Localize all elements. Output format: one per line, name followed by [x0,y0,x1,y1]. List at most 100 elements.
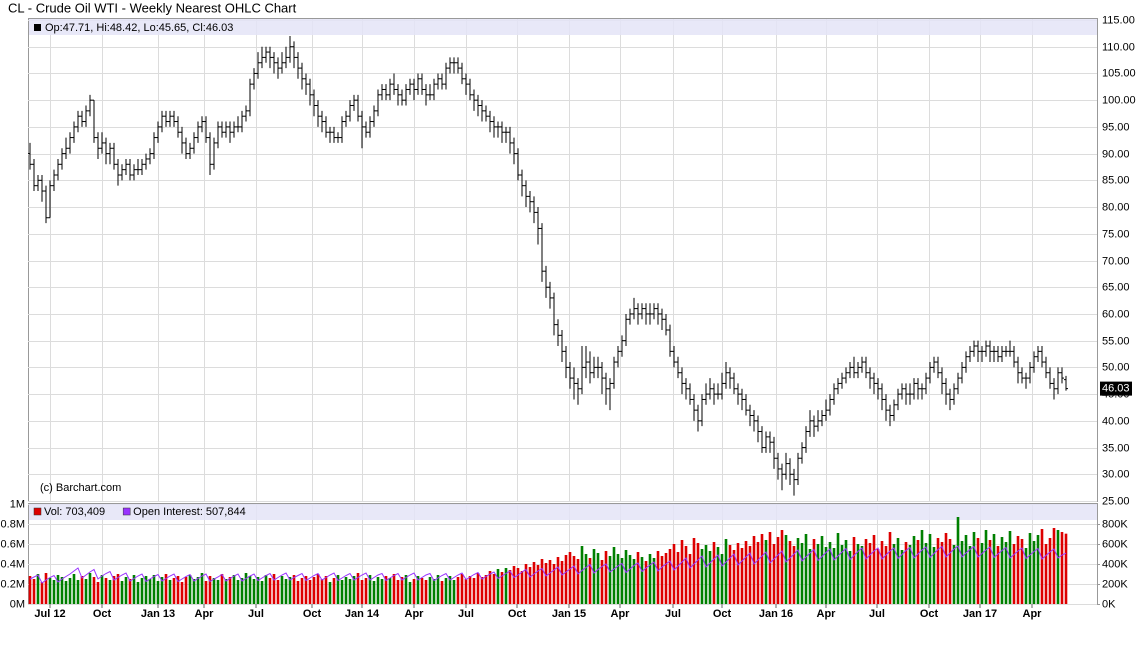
volume-bar [988,540,992,604]
volume-bar [1028,533,1032,604]
volume-bar [108,580,112,604]
volume-bar [184,577,188,604]
volume-bar [588,558,592,604]
y-tick-label: 25.00 [1102,495,1130,507]
marks [28,36,1068,604]
volume-bar [228,577,232,604]
volume-bar [876,549,880,604]
volume-bar [576,559,580,604]
volume-bar [772,544,776,604]
volume-header-band [29,504,1097,520]
volume-bar [1044,544,1048,604]
volume-bar [1060,532,1064,604]
volume-bar [324,576,328,604]
volume-bar [636,552,640,604]
volume-bar [884,546,888,604]
x-tick-label: Oct [920,608,939,620]
volume-bar [344,577,348,604]
volume-bar [128,579,132,604]
volume-bar [168,580,172,604]
volume-bar [644,561,648,604]
volume-bar [728,545,732,604]
y-tick-label: 75.00 [1102,228,1130,240]
volume-bar [68,578,72,604]
volume-bar [504,568,508,604]
volume-bar [972,532,976,604]
volume-bar [304,576,308,604]
volume-bar [736,543,740,604]
volume-bar [816,544,820,604]
volume-bar [164,574,168,604]
x-tick-label: Jul 12 [34,608,65,620]
volume-bar [792,546,796,604]
x-tick-label: Jul [665,608,681,620]
volume-bar [796,538,800,604]
volume-bar [628,555,632,604]
volume-bar [856,544,860,604]
volume-bar [716,547,720,604]
volume-bar [580,546,584,604]
legend-ohlc: Op:47.71, Hi:48.42, Lo:45.65, Cl:46.03 [45,22,233,34]
volume-bar [640,557,644,604]
volume-bar [448,576,452,604]
volume-bar [560,561,564,604]
volume-bar [124,577,128,604]
volume-bar [572,556,576,604]
volume-bar [684,546,688,604]
volume-bar [616,554,620,604]
volume-bar [1004,542,1008,604]
volume-bar [924,543,928,604]
volume-bar [376,577,380,604]
x-tick-label: Jan 13 [141,608,175,620]
y-tick-label: 30.00 [1102,468,1130,480]
volume-bar [256,577,260,604]
y2-tick-label: 0K [1102,598,1116,610]
volume-bar [528,567,532,604]
volume-bar [808,549,812,604]
volume-bar [508,570,512,604]
y-tick-label: 60.00 [1102,308,1130,320]
volume-bar [512,566,516,604]
legend-label: Vol: 703,409 [44,506,105,518]
volume-bar [688,554,692,604]
volume-bar [984,530,988,604]
volume-bar [968,546,972,604]
y-tick-label: 85.00 [1102,174,1130,186]
y-tick-label: 1M [10,498,25,510]
volume-bar [72,574,76,604]
y2-tick-label: 600K [1102,538,1128,550]
volume-bar [920,530,924,604]
volume-bar [44,573,48,604]
volume-bar [412,579,416,604]
volume-bar [804,534,808,604]
volume-bar [1064,533,1068,604]
x-tick-label: Apr [817,608,837,620]
volume-bar [404,575,408,604]
volume-bar [96,582,100,604]
volume-bar [860,546,864,604]
volume-bar [912,536,916,604]
volume-bar [892,544,896,604]
volume-bar [176,576,180,604]
volume-bar [980,543,984,604]
x-tick-label: Jan 16 [759,608,793,620]
y-tick-label: 90.00 [1102,148,1130,160]
volume-bar [236,580,240,604]
volume-bar [444,578,448,604]
volume-bar [268,578,272,604]
volume-bar [712,542,716,604]
volume-bar [768,532,772,604]
volume-bar [812,539,816,604]
volume-bar [308,580,312,604]
volume-bar [204,581,208,604]
volume-bar [160,577,164,604]
volume-bar [1000,537,1004,604]
volume-bar [156,581,160,604]
volume-bar [384,576,388,604]
volume-bar [620,558,624,604]
volume-bar [760,534,764,604]
volume-bar [1020,539,1024,604]
volume-bar [436,575,440,604]
volume-bar [244,573,248,604]
